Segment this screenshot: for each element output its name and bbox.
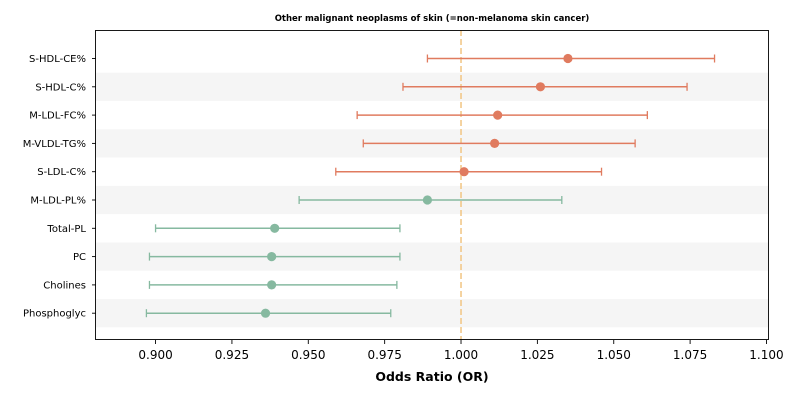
y-tick-label: S-HDL-CE% — [29, 54, 86, 65]
or-point — [563, 53, 573, 64]
x-tick-label: 1.100 — [749, 348, 783, 362]
estimate-m-vldl-tg- — [362, 138, 636, 148]
plot-frame — [95, 30, 769, 340]
estimate-s-ldl-c- — [335, 167, 603, 177]
or-point — [422, 195, 433, 205]
or-point — [490, 138, 500, 148]
estimate-m-ldl-fc- — [356, 110, 648, 120]
or-point — [535, 82, 546, 92]
estimate-phosphoglyc — [145, 308, 392, 318]
y-tick-label: S-HDL-C% — [35, 82, 86, 93]
y-tick-label: Phosphoglyc — [23, 309, 86, 320]
x-tick-label: 1.025 — [520, 348, 554, 362]
estimate-cholines — [148, 280, 398, 290]
y-tick-label: Total-PL — [46, 224, 86, 235]
estimate-s-hdl-ce- — [426, 53, 716, 64]
chart-title: Other malignant neoplasms of skin (=non-… — [275, 14, 590, 24]
or-point — [459, 167, 469, 177]
estimates — [145, 53, 716, 318]
y-tick-label: Cholines — [43, 280, 86, 291]
x-tick-label: 0.900 — [138, 348, 172, 362]
y-tick-label: M-VLDL-TG% — [23, 139, 86, 150]
estimate-pc — [148, 252, 401, 262]
or-point — [267, 280, 277, 290]
x-tick-label: 1.075 — [673, 348, 707, 362]
y-tick-label: S-LDL-C% — [37, 167, 86, 178]
x-tick-label: 0.950 — [291, 348, 325, 362]
x-tick-label: 1.000 — [444, 348, 478, 362]
estimate-total-pl — [154, 223, 401, 233]
or-point — [493, 110, 503, 120]
y-tick-label: M-LDL-PL% — [30, 196, 86, 207]
or-point — [270, 223, 280, 233]
y-tick-label: M-LDL-FC% — [29, 111, 86, 122]
x-axis: 0.900 0.925 0.950 0.975 1.000 1.025 1.050 1.075… — [138, 340, 784, 362]
or-point — [260, 308, 271, 318]
x-tick-label: 1.050 — [597, 348, 631, 362]
x-tick-label: 0.925 — [215, 348, 249, 362]
estimate-m-ldl-pl- — [298, 195, 563, 205]
x-tick-label: 0.975 — [367, 348, 401, 362]
or-point — [267, 252, 277, 262]
estimate-s-hdl-c- — [402, 82, 688, 92]
y-tick-label: PC — [73, 252, 86, 263]
y-axis: S-HDL-CE% S-HDL-C% M-LDL-FC% M-VLDL-TG% S-LD… — [23, 54, 96, 320]
x-axis-label: Odds Ratio (OR) — [375, 369, 488, 384]
